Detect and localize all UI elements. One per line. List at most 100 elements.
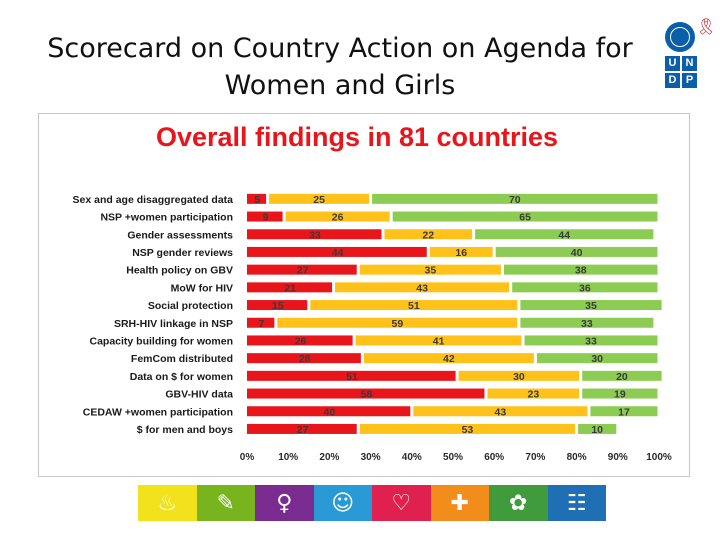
bar-segment <box>413 406 588 417</box>
data-label: 44 <box>332 247 344 259</box>
x-tick-label: 70% <box>525 452 545 463</box>
x-tick-label: 100% <box>646 452 672 463</box>
data-label: 44 <box>558 229 570 241</box>
bar-segment <box>582 388 658 399</box>
bar-segment <box>247 353 361 364</box>
data-label: 30 <box>513 371 525 383</box>
category-label: Health policy on GBV <box>126 265 233 277</box>
data-label: 27 <box>297 424 309 436</box>
data-label: 23 <box>527 389 539 401</box>
bar-segment <box>247 300 308 311</box>
data-label: 51 <box>346 371 358 383</box>
bar-segment <box>247 229 382 240</box>
x-tick-label: 60% <box>484 452 504 463</box>
data-label: 35 <box>585 300 597 312</box>
data-label: 53 <box>462 424 474 436</box>
data-label: 38 <box>575 265 587 277</box>
category-label: GBV-HIV data <box>165 389 233 401</box>
aids-ribbon-icon: 🎗 <box>696 19 717 36</box>
bar-segment <box>590 406 658 417</box>
undp-letter: U <box>665 56 680 71</box>
un-emblem-icon <box>665 22 695 52</box>
bar-segment <box>475 229 654 240</box>
category-label: $ for men and boys <box>137 424 233 436</box>
data-label: 40 <box>324 406 336 418</box>
chart-panel: Overall findings in 81 countries Sex and… <box>38 113 690 477</box>
bar-segment <box>247 211 283 222</box>
pencil-icon: ✎ <box>196 485 255 521</box>
people-icon: ☷ <box>547 485 606 521</box>
data-label: 43 <box>495 406 507 418</box>
bar-segment <box>359 423 576 434</box>
chart-row: Health policy on GBV 27 35 38 <box>126 264 658 277</box>
category-label: FemCom distributed <box>131 353 233 365</box>
bar-segment <box>495 246 658 257</box>
chart-row: NSP gender reviews 44 16 40 <box>132 246 658 259</box>
data-label: 21 <box>284 282 296 294</box>
female-symbol-icon: ♀ <box>255 485 314 521</box>
data-label: 33 <box>309 229 321 241</box>
data-label: 16 <box>455 247 467 259</box>
bar-segment <box>384 229 473 240</box>
category-label: Capacity building for women <box>89 335 233 347</box>
data-label: 43 <box>416 282 428 294</box>
x-axis: 0% 10% 20% 30% 40% 50% 60% 70% 80% 90% 100% <box>240 452 672 463</box>
undp-letter: N <box>682 56 697 71</box>
data-label: 42 <box>443 353 455 365</box>
data-label: 17 <box>618 406 630 418</box>
bar-segment <box>582 370 662 381</box>
data-label: 28 <box>299 353 311 365</box>
chart-row: Capacity building for women 26 41 33 <box>89 335 658 347</box>
bar-segment <box>310 300 518 311</box>
pregnant-woman-icon: ♡ <box>372 485 431 521</box>
data-label: 30 <box>591 353 603 365</box>
bar-segment <box>247 317 275 328</box>
data-label: 15 <box>272 300 284 312</box>
lamp-icon: ♨ <box>138 485 197 521</box>
bar-segment <box>247 246 427 257</box>
bar-segment <box>512 282 658 293</box>
slide-title: Scorecard on Country Action on Agenda fo… <box>47 33 633 101</box>
undp-letter: P <box>682 73 697 88</box>
chart-row: Social protection 15 51 35 <box>148 300 662 312</box>
data-label: 65 <box>519 212 531 224</box>
x-tick-label: 40% <box>402 452 422 463</box>
chart-row: SRH-HIV linkage in NSP 7 59 33 <box>114 317 654 330</box>
data-label: 40 <box>571 247 583 259</box>
medicine-icon: ✚ <box>430 485 489 521</box>
chart-row: MoW for HIV 21 43 36 <box>171 282 658 294</box>
category-label: NSP gender reviews <box>132 247 233 259</box>
bar-segment <box>392 211 658 222</box>
data-label: 25 <box>313 194 325 206</box>
bar-segment <box>524 335 658 346</box>
flower-icon: ✿ <box>489 485 548 521</box>
chart-row: Gender assessments 33 22 44 <box>127 229 654 241</box>
bar-segment <box>247 282 333 293</box>
x-tick-label: 30% <box>361 452 381 463</box>
data-label: 5 <box>254 194 260 206</box>
x-tick-label: 20% <box>319 452 339 463</box>
category-label: Data on $ for women <box>130 371 233 383</box>
chart-row: CEDAW +women participation 40 43 17 <box>83 406 658 418</box>
data-label: 36 <box>579 282 591 294</box>
data-label: 35 <box>424 265 436 277</box>
bar-segment <box>578 423 617 434</box>
bar-segment <box>277 317 518 328</box>
bar-segment <box>247 370 456 381</box>
category-label: MoW for HIV <box>171 282 233 294</box>
chart-row: Sex and age disaggregated data 5 25 70 <box>73 193 658 206</box>
data-label: 41 <box>433 335 445 347</box>
chart-row: Data on $ for women 51 30 20 <box>130 370 662 383</box>
bar-segment <box>247 264 357 275</box>
stacked-bar-chart: Overall findings in 81 countries Sex and… <box>73 122 672 463</box>
data-label: 59 <box>392 318 404 330</box>
chart-title: Overall findings in 81 countries <box>156 122 558 152</box>
bar-segment <box>247 335 353 346</box>
data-label: 27 <box>297 265 309 277</box>
bar-segment <box>429 246 493 257</box>
bar-segment <box>458 370 580 381</box>
chart-rows: Sex and age disaggregated data 5 25 70 NSP +… <box>73 193 662 436</box>
bar-segment <box>269 193 370 204</box>
x-tick-label: 0% <box>240 452 255 463</box>
